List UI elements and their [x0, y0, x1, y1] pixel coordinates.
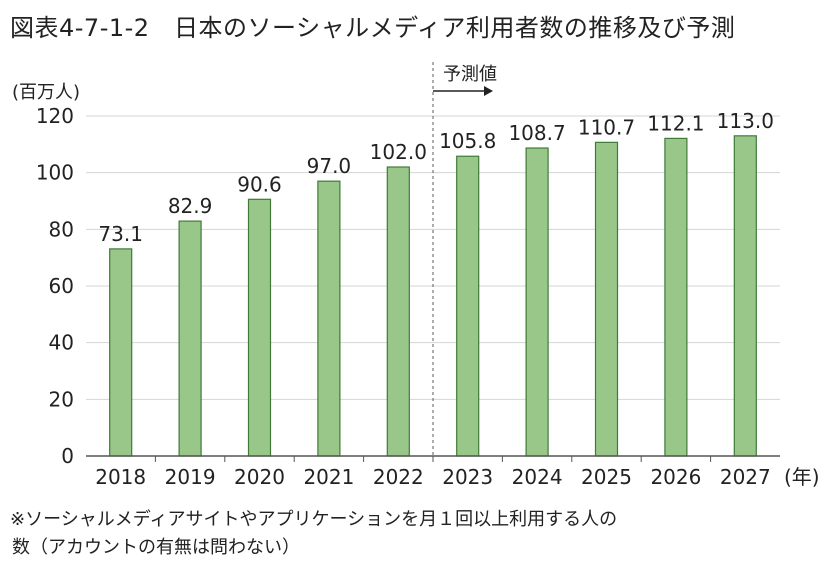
value-label-2022: 102.0 [370, 140, 427, 164]
y-tick-label: 120 [36, 104, 74, 128]
value-label-2023: 105.8 [439, 129, 496, 153]
bar-2023 [456, 155, 480, 457]
y-tick-label: 80 [49, 217, 74, 241]
bar-2026 [664, 137, 688, 457]
chart-title: 図表4-7-1-2 日本のソーシャルメディア利用者数の推移及び予測 [10, 14, 736, 42]
y-tick-label: 0 [61, 444, 74, 468]
footnote: ※ソーシャルメディアサイトやアプリケーションを月１回以上利用する人の 数（アカウ… [10, 506, 617, 562]
x-tick-label-2021: 2021 [303, 465, 354, 489]
x-tick-label-2018: 2018 [95, 465, 146, 489]
value-label-2026: 112.1 [647, 111, 704, 135]
x-ticks: 2018 2019 2020 2021 2022 2023 2024 2025 2026 2027 [95, 456, 771, 489]
footnote-line-2: 数（アカウントの有無は問わない） [12, 537, 300, 558]
x-tick-label-2024: 2024 [512, 465, 563, 489]
value-label-2019: 82.9 [168, 194, 213, 218]
bar-2027 [733, 135, 757, 457]
bar-2018 [109, 248, 133, 457]
bar-2022 [386, 166, 410, 457]
x-tick-label-2027: 2027 [720, 465, 771, 489]
value-label-2020: 90.6 [237, 172, 282, 196]
forecast-label: 予測値 [443, 64, 497, 85]
value-label-2024: 108.7 [508, 121, 565, 145]
forecast-arrow-head [484, 86, 493, 96]
y-ticks: 0 20 40 60 80 100 120 [36, 104, 74, 468]
value-label-2027: 113.0 [717, 109, 774, 133]
bars [109, 135, 757, 457]
y-tick-label: 60 [49, 274, 74, 298]
x-tick-label-2025: 2025 [581, 465, 632, 489]
y-tick-label: 20 [49, 387, 74, 411]
x-axis-unit: (年) [784, 465, 820, 489]
x-tick-label-2022: 2022 [373, 465, 424, 489]
value-label-2018: 73.1 [98, 222, 143, 246]
footnote-line-1: ※ソーシャルメディアサイトやアプリケーションを月１回以上利用する人の [10, 509, 618, 530]
bar-2019 [178, 220, 202, 457]
value-label-2025: 110.7 [578, 115, 635, 139]
x-tick-label-2026: 2026 [650, 465, 701, 489]
bar-2020 [247, 198, 272, 457]
x-tick-label-2019: 2019 [165, 465, 216, 489]
x-tick-label-2023: 2023 [442, 465, 493, 489]
bar-2024 [525, 147, 549, 457]
value-label-2021: 97.0 [307, 154, 352, 178]
bar-2021 [317, 180, 341, 457]
y-tick-label: 100 [36, 161, 74, 185]
bar-2025 [594, 141, 619, 457]
y-axis-label: (百万人) [12, 82, 80, 103]
x-tick-label-2020: 2020 [234, 465, 285, 489]
y-tick-label: 40 [49, 331, 74, 355]
forecast-marker: 予測値 [432, 62, 497, 456]
value-labels: 73.1 82.9 90.6 97.0 102.0 105.8 108.7 110.7 112.… [98, 109, 773, 246]
bar-chart: (百万人) 0 20 40 60 80 100 120 予測値 73.1 82.9 90.6 97… [12, 62, 820, 489]
